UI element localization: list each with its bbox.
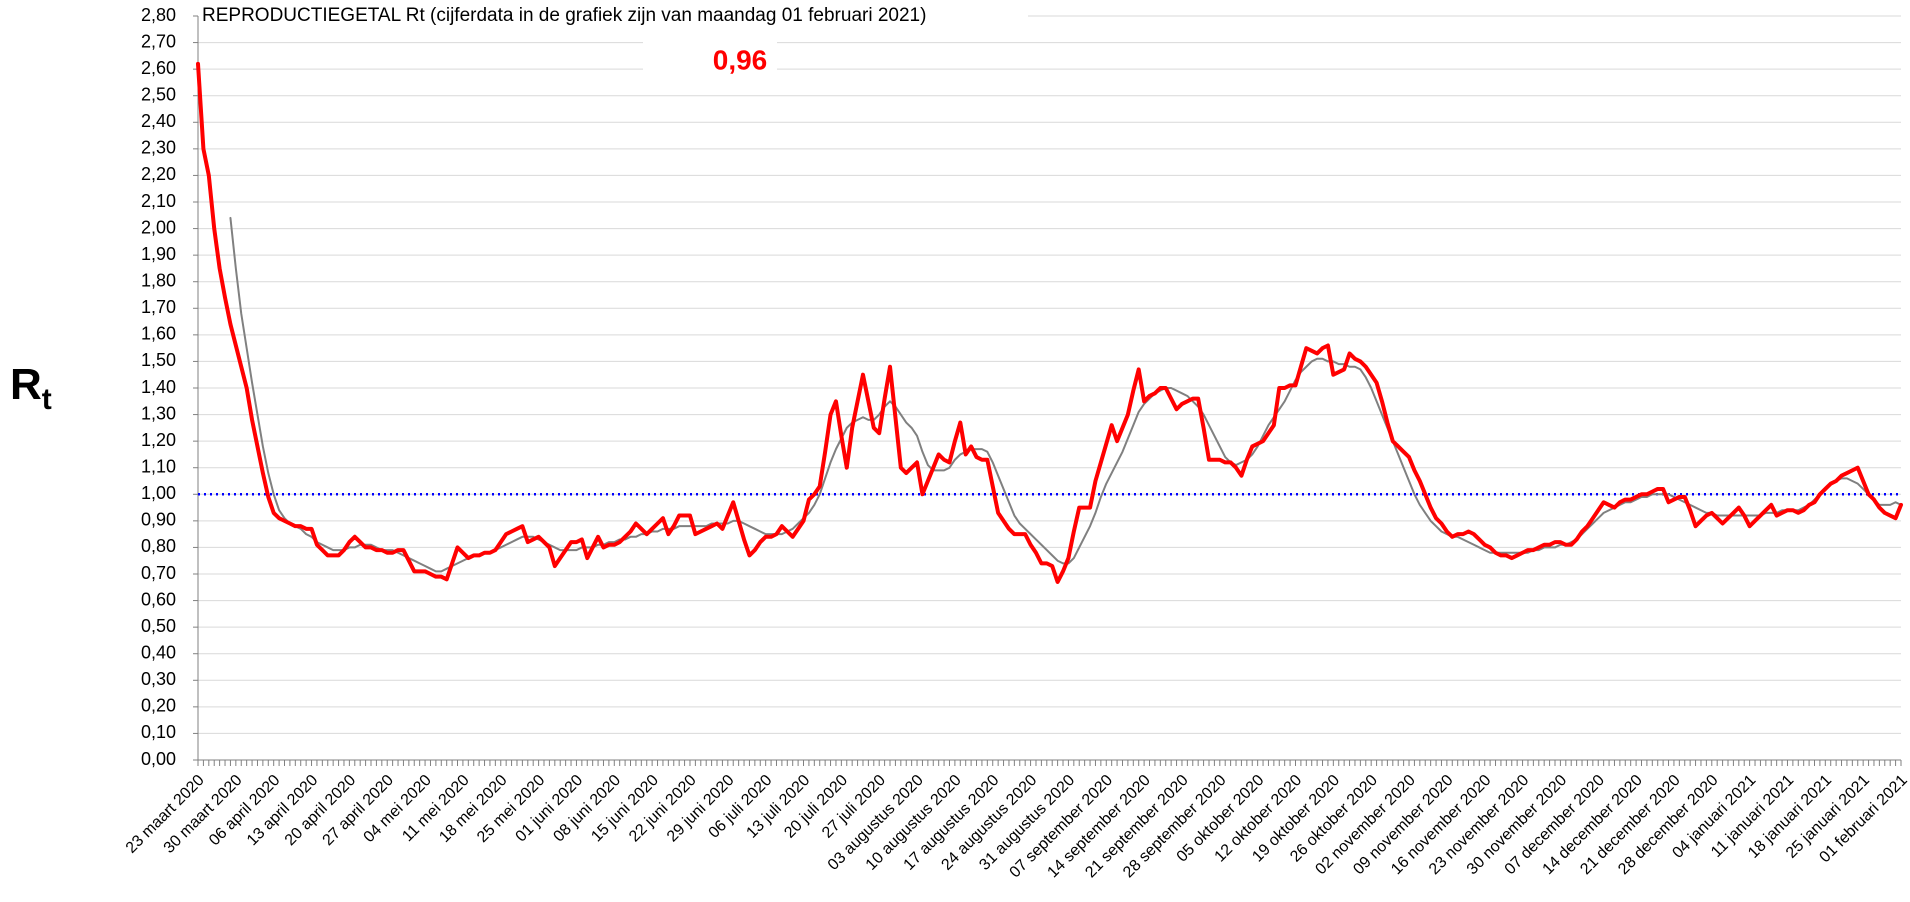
y-axis-label-subscript: t — [42, 383, 52, 416]
y-tick-label: 1,10 — [141, 456, 176, 476]
y-tick-label: 1,90 — [141, 244, 176, 264]
y-tick-label: 2,80 — [141, 5, 176, 25]
y-tick-label: 0,70 — [141, 563, 176, 583]
y-tick-label: 2,60 — [141, 58, 176, 78]
y-tick-label: 2,70 — [141, 31, 176, 51]
y-tick-label: 0,80 — [141, 536, 176, 556]
y-tick-label: 2,20 — [141, 164, 176, 184]
y-tick-label: 2,40 — [141, 111, 176, 131]
y-tick-label: 0,60 — [141, 589, 176, 609]
y-tick-label: 0,10 — [141, 722, 176, 742]
y-tick-label: 0,50 — [141, 616, 176, 636]
y-tick-label: 1,40 — [141, 377, 176, 397]
chart-title: REPRODUCTIEGETAL Rt (cijferdata in de gr… — [202, 5, 926, 26]
y-tick-label: 1,00 — [141, 483, 176, 503]
y-tick-label: 0,00 — [141, 749, 176, 769]
y-tick-label: 1,60 — [141, 324, 176, 344]
y-tick-label: 2,50 — [141, 84, 176, 104]
y-tick-label: 1,30 — [141, 403, 176, 423]
y-tick-label: 1,20 — [141, 430, 176, 450]
title-background — [196, 4, 1028, 28]
y-tick-label: 1,70 — [141, 297, 176, 317]
annotation-background — [643, 36, 777, 84]
series-line — [229, 216, 1902, 573]
y-tick-label: 0,40 — [141, 642, 176, 662]
y-tick-label: 2,10 — [141, 191, 176, 211]
annotation: 0,96 — [713, 44, 768, 75]
y-tick-label: 0,90 — [141, 510, 176, 530]
y-axis-label: Rt — [10, 360, 52, 416]
y-tick-label: 1,80 — [141, 270, 176, 290]
y-tick-label: 2,30 — [141, 138, 176, 158]
y-tick-label: 0,20 — [141, 696, 176, 716]
y-tick-label: 0,30 — [141, 669, 176, 689]
y-axis-label-main: R — [10, 360, 42, 409]
series-line — [196, 61, 1903, 584]
y-tick-label: 2,00 — [141, 217, 176, 237]
grid-layer — [198, 15, 1901, 761]
y-tick-label: 1,50 — [141, 350, 176, 370]
